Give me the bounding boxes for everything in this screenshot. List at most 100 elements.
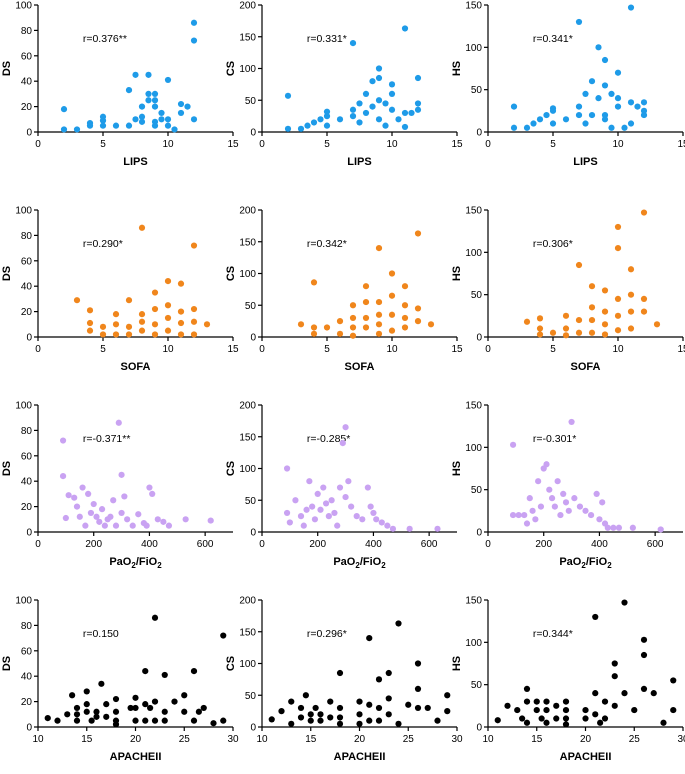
scatter-panel-ds-vs-pao2fio2: 0 20 40 60 80 100 0 200 400 600 DS PaO2/FiO2 r=-0.37…: [1, 401, 233, 570]
data-point: [621, 599, 628, 606]
x-tick-label: 0: [259, 344, 265, 355]
y-tick-label: 20: [21, 307, 33, 318]
data-point: [164, 116, 172, 123]
data-point: [125, 122, 133, 129]
data-point: [60, 126, 68, 133]
data-point: [401, 314, 409, 322]
x-tick-label: 5: [550, 344, 556, 355]
data-point: [557, 511, 564, 519]
data-point: [366, 717, 373, 724]
scatter-panel-cs-vs-pao2fio2: 0 50 100 150 200 0 200 400 600 CS PaO2/FiO2 r=-0.28…: [225, 401, 457, 570]
data-point: [640, 295, 648, 302]
data-point: [181, 692, 188, 699]
scatter-panel-hs-vs-lips: 0 50 100 150 0 5 10 15 HS LIPS r=0.341*: [451, 1, 685, 169]
y-tick-label: 150: [465, 206, 482, 217]
data-point: [523, 685, 531, 693]
data-point: [640, 651, 648, 659]
x-tick-label: 15: [677, 344, 685, 355]
data-point: [543, 706, 550, 714]
data-point: [138, 118, 146, 125]
data-point: [138, 113, 146, 120]
data-point: [283, 465, 291, 472]
data-point: [190, 37, 198, 44]
data-point: [353, 513, 360, 520]
data-point: [320, 484, 327, 491]
data-point: [549, 329, 557, 336]
data-point: [69, 692, 76, 699]
data-point: [93, 708, 100, 715]
data-point: [375, 321, 383, 328]
data-point: [614, 295, 622, 302]
data-point: [151, 321, 159, 328]
scatter-panel-cs-vs-sofa: 0 50 100 150 200 0 5 10 15 CS SOFA r=0.342*: [225, 206, 463, 374]
data-point: [631, 706, 638, 714]
data-point: [145, 90, 152, 97]
data-point: [88, 717, 95, 724]
data-point: [543, 719, 550, 726]
y-tick-label: 0: [250, 333, 256, 344]
data-point: [322, 500, 330, 507]
data-point: [317, 506, 324, 513]
y-tick-label: 200: [239, 1, 256, 12]
data-point: [310, 324, 318, 331]
data-point: [83, 701, 90, 708]
data-point: [582, 120, 589, 127]
data-point: [323, 122, 331, 129]
data-point: [593, 490, 600, 497]
data-point: [375, 245, 383, 252]
y-tick-label: 50: [471, 680, 483, 691]
data-point: [304, 122, 311, 129]
data-point: [378, 519, 385, 526]
data-point: [548, 495, 556, 502]
data-point: [375, 116, 383, 123]
y-tick-label: 0: [476, 528, 482, 539]
data-point: [373, 516, 380, 523]
data-point: [640, 636, 648, 643]
data-point: [575, 316, 583, 324]
correlation-annotation: r=0.344*: [533, 628, 573, 640]
data-point: [406, 525, 413, 532]
data-point: [562, 325, 570, 332]
y-tick-label: 0: [26, 128, 32, 139]
data-point: [349, 332, 357, 339]
data-point: [510, 103, 518, 110]
data-point: [190, 305, 198, 313]
data-point: [310, 330, 318, 337]
data-point: [587, 511, 595, 519]
data-point: [171, 126, 178, 133]
data-point: [165, 522, 173, 529]
x-tick-label: 10: [32, 734, 44, 745]
data-point: [349, 106, 357, 113]
data-point: [356, 698, 363, 705]
data-point: [73, 503, 81, 510]
data-point: [554, 478, 561, 485]
x-tick-label: 200: [535, 539, 552, 550]
y-tick-label: 100: [15, 1, 32, 12]
data-point: [161, 717, 168, 724]
x-tick-label: 400: [591, 539, 608, 550]
data-point: [112, 708, 120, 715]
data-point: [336, 116, 344, 123]
data-point: [588, 316, 596, 324]
data-point: [327, 714, 334, 721]
data-point: [523, 520, 531, 527]
data-point: [220, 717, 227, 724]
x-tick-label: 20: [354, 734, 366, 745]
y-tick-label: 100: [239, 64, 256, 75]
data-point: [314, 490, 321, 497]
x-axis-title: PaO2/FiO2: [559, 556, 612, 570]
data-point: [543, 698, 550, 705]
data-point: [336, 318, 344, 325]
data-point: [414, 704, 422, 712]
y-axis-title: HS: [451, 656, 463, 671]
data-point: [596, 516, 603, 523]
data-point: [145, 71, 152, 78]
data-point: [303, 506, 310, 513]
x-tick-label: 10: [612, 139, 624, 150]
x-tick-label: 400: [141, 539, 158, 550]
data-point: [307, 717, 314, 724]
data-point: [161, 671, 168, 679]
y-tick-label: 150: [465, 1, 482, 12]
data-point: [147, 704, 154, 712]
data-point: [614, 103, 622, 110]
